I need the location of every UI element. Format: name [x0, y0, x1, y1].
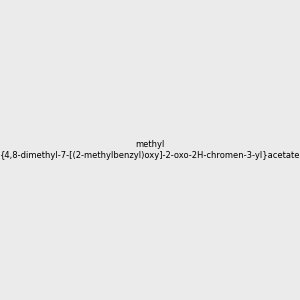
Text: methyl {4,8-dimethyl-7-[(2-methylbenzyl)oxy]-2-oxo-2H-chromen-3-yl}acetate: methyl {4,8-dimethyl-7-[(2-methylbenzyl)… — [0, 140, 300, 160]
